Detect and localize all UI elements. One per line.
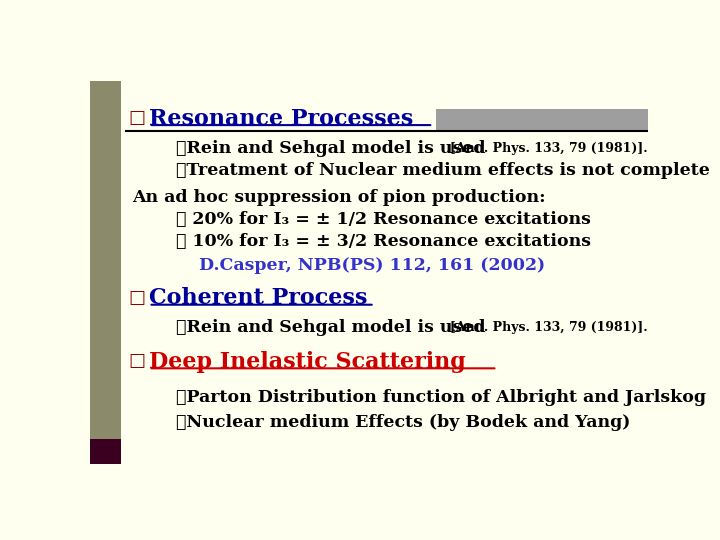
Text: ✓ 10% for I₃ = ± 3/2 Resonance excitations: ✓ 10% for I₃ = ± 3/2 Resonance excitatio…: [176, 233, 592, 251]
Bar: [90, 439, 121, 464]
Text: [Ann. Phys. 133, 79 (1981)].: [Ann. Phys. 133, 79 (1981)].: [450, 143, 647, 156]
Bar: [436, 109, 648, 131]
Text: Coherent Process: Coherent Process: [148, 287, 367, 309]
Text: An ad hoc suppression of pion production:: An ad hoc suppression of pion production…: [132, 188, 546, 206]
Text: ✓ 20% for I₃ = ± 1/2 Resonance excitations: ✓ 20% for I₃ = ± 1/2 Resonance excitatio…: [176, 211, 591, 228]
Text: [Ann. Phys. 133, 79 (1981)].: [Ann. Phys. 133, 79 (1981)].: [450, 321, 647, 334]
Text: ✓Nuclear medium Effects (by Bodek and Yang): ✓Nuclear medium Effects (by Bodek and Ya…: [176, 414, 631, 431]
Text: ✓Parton Distribution function of Albright and Jarlskog: ✓Parton Distribution function of Albrigh…: [176, 389, 706, 406]
Text: □: □: [128, 109, 145, 127]
Text: ✓Rein and Sehgal model is used: ✓Rein and Sehgal model is used: [176, 140, 492, 157]
Bar: [90, 82, 121, 464]
Text: □: □: [128, 289, 145, 307]
Text: Deep Inelastic Scattering: Deep Inelastic Scattering: [148, 351, 465, 373]
Text: ✓Rein and Sehgal model is used: ✓Rein and Sehgal model is used: [176, 319, 492, 336]
Text: Resonance Processes: Resonance Processes: [148, 108, 413, 130]
Text: □: □: [128, 352, 145, 370]
Text: ✓Treatment of Nuclear medium effects is not complete: ✓Treatment of Nuclear medium effects is …: [176, 163, 711, 179]
Text: D.Casper, NPB(PS) 112, 161 (2002): D.Casper, NPB(PS) 112, 161 (2002): [199, 256, 545, 274]
